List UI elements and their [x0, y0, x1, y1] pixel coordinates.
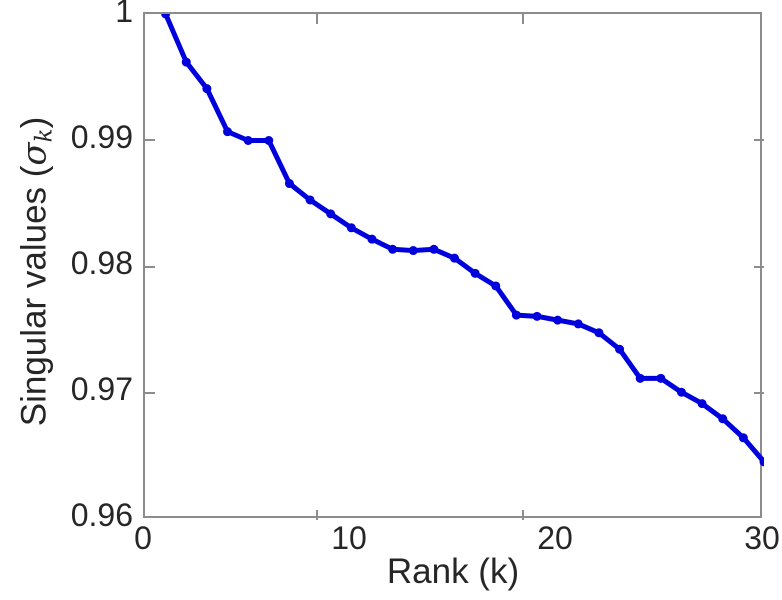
y-tick-label-0.99: 0.99 [70, 119, 133, 155]
data-point [161, 14, 171, 19]
data-point [594, 328, 604, 338]
x-tick-label-30: 30 [744, 520, 780, 556]
data-point [738, 433, 748, 443]
data-point [676, 387, 686, 397]
data-series-line [163, 14, 764, 465]
data-point [284, 179, 294, 189]
data-point [202, 84, 212, 94]
data-point [470, 268, 480, 278]
data-point [181, 57, 191, 67]
y-tick-label-1: 1 [115, 0, 133, 29]
data-point-markers [161, 14, 764, 467]
data-point [408, 246, 418, 256]
data-point [635, 373, 645, 383]
data-point [532, 311, 542, 321]
data-point [718, 414, 728, 424]
data-point [346, 223, 356, 233]
data-point [264, 136, 274, 145]
x-tick-label-20: 20 [537, 520, 573, 556]
x-tick-label-10: 10 [331, 520, 367, 556]
y-tick-label-0.96: 0.96 [70, 497, 133, 533]
y-tick-label-0.98: 0.98 [70, 245, 133, 281]
line-chart-svg [145, 14, 764, 520]
data-point [615, 344, 625, 354]
data-point [429, 244, 439, 254]
x-tick-marks [316, 14, 524, 520]
data-point [305, 195, 315, 205]
data-point [759, 457, 764, 467]
x-axis-title: Rank (k) [386, 552, 520, 591]
data-point [388, 244, 398, 254]
data-point [553, 315, 563, 325]
data-point [573, 319, 583, 329]
data-point [491, 281, 501, 291]
y-tick-marks [145, 139, 764, 394]
y-tick-label-0.97: 0.97 [70, 371, 133, 407]
x-tick-label-0: 0 [134, 520, 152, 556]
data-point [243, 136, 253, 145]
data-point [367, 234, 377, 244]
data-point [697, 399, 707, 409]
data-point [223, 127, 233, 137]
data-point [511, 310, 521, 320]
data-point [450, 253, 459, 263]
data-point [656, 373, 666, 383]
plot-area [143, 12, 764, 520]
data-point [326, 209, 336, 219]
